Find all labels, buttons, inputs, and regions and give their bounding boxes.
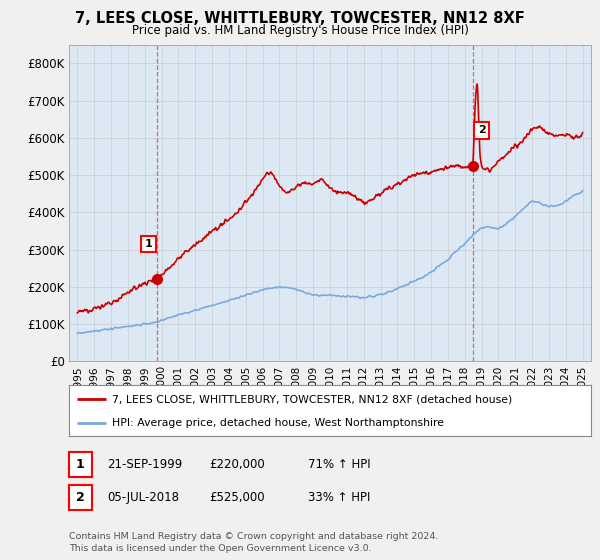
Text: £525,000: £525,000	[209, 491, 265, 504]
Text: 71% ↑ HPI: 71% ↑ HPI	[308, 458, 370, 472]
Text: HPI: Average price, detached house, West Northamptonshire: HPI: Average price, detached house, West…	[112, 418, 444, 428]
Text: 1: 1	[76, 458, 85, 472]
Text: 1: 1	[145, 239, 152, 249]
Text: 05-JUL-2018: 05-JUL-2018	[107, 491, 179, 504]
Text: 7, LEES CLOSE, WHITTLEBURY, TOWCESTER, NN12 8XF: 7, LEES CLOSE, WHITTLEBURY, TOWCESTER, N…	[75, 11, 525, 26]
Text: Price paid vs. HM Land Registry's House Price Index (HPI): Price paid vs. HM Land Registry's House …	[131, 24, 469, 36]
Text: £220,000: £220,000	[209, 458, 265, 472]
Text: 21-SEP-1999: 21-SEP-1999	[107, 458, 182, 472]
Text: 7, LEES CLOSE, WHITTLEBURY, TOWCESTER, NN12 8XF (detached house): 7, LEES CLOSE, WHITTLEBURY, TOWCESTER, N…	[112, 394, 512, 404]
Text: 2: 2	[478, 125, 485, 136]
Text: Contains HM Land Registry data © Crown copyright and database right 2024.
This d: Contains HM Land Registry data © Crown c…	[69, 532, 439, 553]
Text: 2: 2	[76, 491, 85, 504]
Text: 33% ↑ HPI: 33% ↑ HPI	[308, 491, 370, 504]
